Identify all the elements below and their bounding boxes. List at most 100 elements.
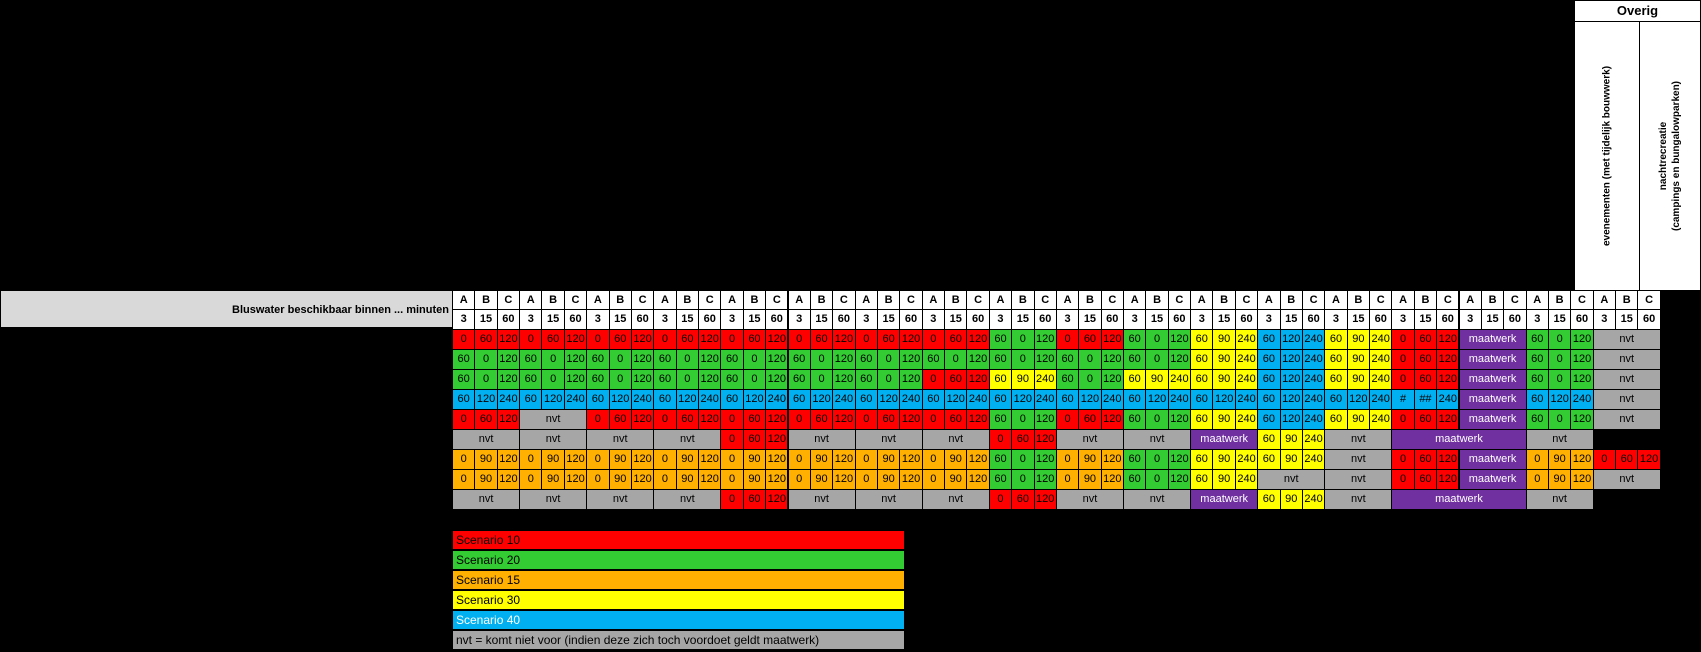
value-cell: 240	[1234, 369, 1259, 390]
value-cell: 0	[1055, 449, 1080, 470]
value-cell: 90	[608, 449, 632, 470]
value-cell: 0	[586, 449, 610, 470]
value-cell: 120	[1570, 469, 1594, 490]
value-cell: 120	[563, 349, 588, 370]
value-cell: 120	[675, 389, 700, 410]
maatwerk-cell: maatwerk	[1458, 389, 1527, 410]
value-cell: 0	[1547, 369, 1572, 390]
value-cell: 60	[608, 409, 632, 430]
value-cell: 120	[1436, 369, 1460, 390]
value-cell: 90	[474, 449, 498, 470]
value-cell: 0	[608, 369, 632, 390]
value-cell: 60	[1525, 389, 1549, 410]
header-minutes-cell: 60	[563, 309, 588, 330]
value-cell: 0	[742, 349, 767, 370]
value-cell: 120	[876, 389, 901, 410]
value-cell: 120	[1011, 389, 1035, 410]
value-cell: 120	[966, 329, 990, 350]
header-minutes-cell: 15	[1413, 309, 1438, 330]
header-minutes-cell: 60	[1033, 309, 1057, 330]
value-cell: 0	[452, 469, 476, 490]
header-letter-cell: B	[1413, 290, 1438, 311]
value-cell: 120	[765, 329, 789, 350]
header-minutes-cell: 60	[1100, 309, 1124, 330]
value-cell: 0	[742, 369, 767, 390]
nvt-cell: nvt	[1324, 469, 1393, 490]
maatwerk-cell: maatwerk	[1458, 329, 1527, 350]
header-minutes-cell: 15	[675, 309, 700, 330]
header-letter-cell: A	[1190, 290, 1214, 311]
value-cell: 240	[1301, 369, 1326, 390]
value-cell: 60	[586, 389, 610, 410]
nvt-cell: nvt	[519, 489, 588, 510]
value-cell: 120	[630, 449, 655, 470]
value-cell: 120	[899, 409, 923, 430]
value-cell: 120	[1570, 449, 1594, 470]
value-cell: 120	[1033, 469, 1057, 490]
header-minutes-cell: 60	[1637, 309, 1661, 330]
nvt-cell: nvt	[519, 429, 588, 450]
value-cell: 90	[742, 469, 767, 490]
value-cell: 0	[1055, 329, 1080, 350]
legend-item: Scenario 10	[452, 530, 905, 550]
value-cell: 60	[1257, 489, 1281, 510]
value-cell: 120	[899, 369, 923, 390]
value-cell: 240	[1234, 349, 1259, 370]
value-cell: 60	[1123, 329, 1147, 350]
value-cell: 60	[720, 389, 744, 410]
value-cell: 240	[1234, 469, 1259, 490]
value-cell: 60	[474, 409, 498, 430]
value-cell: 60	[720, 369, 744, 390]
maatwerk-cell: maatwerk	[1190, 429, 1259, 450]
value-cell: 120	[944, 389, 968, 410]
value-cell: 60	[1413, 349, 1438, 370]
value-cell: 120	[1279, 409, 1303, 430]
value-cell: 0	[921, 469, 946, 490]
value-cell: 90	[1212, 329, 1236, 350]
header-minutes-cell: 60	[1301, 309, 1326, 330]
value-cell: 60	[944, 329, 968, 350]
header-letter-cell: A	[1592, 290, 1617, 311]
value-cell: #	[1391, 389, 1415, 410]
value-cell: 60	[653, 349, 677, 370]
value-cell: 60	[1257, 369, 1281, 390]
nvt-cell: nvt	[586, 489, 655, 510]
header-minutes-cell: 15	[1279, 309, 1303, 330]
value-cell: 240	[1301, 449, 1326, 470]
value-cell: 120	[1346, 389, 1371, 410]
value-cell: 120	[1033, 429, 1057, 450]
value-cell: 60	[474, 329, 498, 350]
value-cell: 240	[1369, 409, 1393, 430]
value-cell: 240	[1234, 449, 1259, 470]
value-cell: ##	[1413, 389, 1438, 410]
value-cell: 0	[921, 329, 946, 350]
value-cell: 240	[1301, 349, 1326, 370]
value-cell: 240	[765, 389, 789, 410]
value-cell: 90	[1547, 469, 1572, 490]
value-cell: 120	[1100, 329, 1124, 350]
value-cell: 240	[698, 389, 722, 410]
nvt-cell: nvt	[1055, 489, 1124, 510]
value-cell: 120	[832, 329, 856, 350]
value-cell: 120	[1033, 349, 1057, 370]
value-cell: 60	[1257, 329, 1281, 350]
value-cell: 90	[876, 449, 901, 470]
value-cell: 90	[675, 469, 700, 490]
header-letter-cell: C	[765, 290, 789, 311]
value-cell: 0	[854, 409, 878, 430]
value-cell: 120	[608, 389, 632, 410]
value-cell: 0	[876, 369, 901, 390]
value-cell: 60	[1123, 469, 1147, 490]
value-cell: 120	[1637, 449, 1661, 470]
value-cell: 120	[496, 329, 521, 350]
maatwerk-cell: maatwerk	[1458, 409, 1527, 430]
value-cell: 0	[876, 349, 901, 370]
value-cell: 0	[787, 449, 811, 470]
value-cell: 120	[630, 369, 655, 390]
value-cell: 60	[876, 409, 901, 430]
nvt-cell: nvt	[1055, 429, 1124, 450]
value-cell: 120	[474, 389, 498, 410]
nvt-cell: nvt	[452, 429, 521, 450]
header-minutes-cell: 15	[1212, 309, 1236, 330]
value-cell: 120	[698, 349, 722, 370]
